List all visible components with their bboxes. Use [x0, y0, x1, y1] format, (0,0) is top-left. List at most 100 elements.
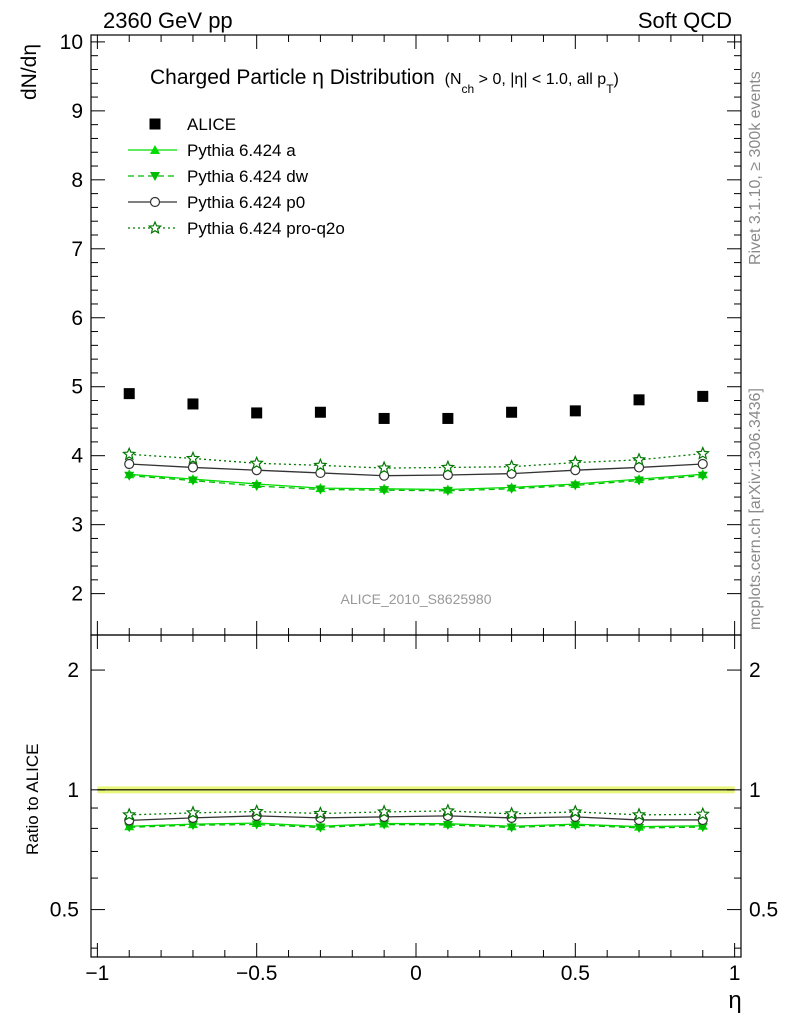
data-series — [121, 388, 711, 833]
main-y-tick-label: 8 — [71, 169, 83, 192]
main-data-point — [440, 459, 456, 474]
ratio-series-3 — [121, 803, 711, 821]
ratio-y-tick-label: 2 — [67, 659, 79, 682]
ratio-data-point — [504, 806, 519, 820]
legend-marker — [150, 145, 160, 154]
ratio-y-tick-label-right: 2 — [749, 659, 761, 682]
ratio-data-point — [697, 823, 708, 833]
legend-entry-3: Pythia 6.424 p0 — [128, 193, 305, 212]
main-data-point — [570, 481, 581, 491]
main-data-point — [442, 412, 454, 424]
main-series-3 — [124, 458, 708, 481]
legend-label: ALICE — [187, 115, 236, 134]
ratio-data-point — [376, 804, 392, 819]
main-data-point — [313, 457, 328, 472]
chart-subtitle-b: ch — [462, 82, 475, 96]
main-y-axis-label: dN/dη — [18, 44, 41, 100]
main-data-point — [249, 455, 264, 470]
ratio-y-tick-label-right: 1 — [749, 779, 761, 802]
legend-marker — [149, 196, 161, 208]
main-data-point — [124, 458, 135, 470]
axis-ticks: 2 3 4 5 6 7 8 9 10 −1 −0.5 0 0.5 1 0.5 0.5 1 1 2 2 — [50, 31, 778, 985]
main-data-point — [124, 471, 135, 481]
ratio-data-point — [315, 823, 326, 833]
ratio-uncertainty-band — [97, 786, 735, 794]
main-series-line — [129, 452, 703, 469]
ratio-y-axis-label: Ratio to ALICE — [23, 743, 42, 855]
main-data-point — [123, 388, 135, 400]
main-data-point — [315, 485, 326, 495]
ratio-data-point — [121, 807, 137, 821]
main-data-point — [631, 452, 647, 467]
ratio-data-point — [570, 821, 581, 831]
legend-entry-2: Pythia 6.424 dw — [128, 167, 309, 186]
header-left: 2360 GeV pp — [103, 8, 233, 33]
ratio-y-tick-label-right: 0.5 — [749, 899, 778, 922]
main-data-point — [442, 486, 453, 496]
ratio-data-point — [442, 820, 453, 830]
main-y-tick-label: 4 — [71, 445, 83, 468]
main-data-point — [376, 460, 392, 475]
legend: ALICE Pythia 6.424 a Pythia 6.424 dw Pythia… — [128, 115, 345, 238]
ratio-data-point — [568, 804, 583, 819]
main-data-point — [378, 412, 390, 424]
main-y-tick-label: 10 — [60, 31, 83, 54]
main-y-tick-label: 7 — [71, 238, 83, 261]
main-data-point — [506, 484, 517, 494]
main-data-point — [251, 482, 262, 492]
main-data-point — [185, 450, 201, 465]
chart-subtitle-d: T — [606, 82, 614, 96]
main-data-point — [251, 407, 263, 419]
main-data-point — [187, 462, 199, 473]
main-series-4 — [121, 446, 710, 475]
legend-entry-0: ALICE — [149, 115, 236, 134]
rivet-label: Rivet 3.1.10, ≥ 300k events — [747, 71, 764, 265]
legend-label: Pythia 6.424 dw — [187, 167, 309, 186]
main-data-point — [697, 458, 708, 470]
ratio-y-tick-label: 0.5 — [50, 899, 79, 922]
ratio-data-point — [631, 807, 647, 821]
main-data-point — [379, 486, 390, 496]
ratio-series-line — [129, 815, 703, 822]
ratio-data-point — [124, 823, 135, 833]
ratio-series-1 — [124, 820, 708, 833]
legend-label: Pythia 6.424 p0 — [187, 193, 305, 212]
chart-title: Charged Particle η Distribution (Nch > 0… — [150, 66, 619, 96]
legend-label: Pythia 6.424 a — [187, 141, 296, 160]
ratio-series-line — [129, 823, 703, 829]
main-series-line — [129, 473, 703, 491]
main-y-tick-label: 5 — [71, 376, 83, 399]
main-data-point — [633, 394, 645, 406]
chart-title-main: Charged Particle η Distribution — [150, 66, 435, 89]
ratio-data-point — [379, 820, 390, 830]
ratio-data-point — [251, 820, 262, 830]
ratio-series-line — [129, 822, 703, 828]
ratio-series-line — [129, 810, 703, 816]
main-data-point — [697, 471, 708, 481]
ratio-data-point — [249, 803, 264, 818]
main-data-point — [569, 405, 581, 417]
main-y-tick-label: 3 — [71, 514, 83, 537]
main-series-line — [129, 463, 703, 477]
ratio-data-point — [313, 805, 328, 820]
x-tick-label: −1 — [85, 962, 109, 985]
main-data-point — [314, 406, 326, 418]
main-data-point — [504, 459, 519, 473]
x-tick-label: 0 — [410, 962, 422, 985]
ratio-data-point — [634, 823, 645, 833]
main-data-point — [187, 398, 199, 410]
main-data-point — [568, 455, 583, 469]
legend-entry-4: Pythia 6.424 pro-q2o — [128, 219, 345, 238]
x-tick-label: 0.5 — [561, 962, 590, 985]
legend-label: Pythia 6.424 pro-q2o — [187, 219, 345, 238]
legend-marker — [147, 220, 163, 235]
main-y-tick-label: 2 — [71, 583, 83, 606]
ratio-data-point — [185, 805, 201, 819]
main-data-point — [506, 406, 518, 418]
main-series-0 — [123, 388, 709, 424]
main-data-point — [697, 390, 709, 402]
analysis-watermark: ALICE_2010_S8625980 — [340, 591, 491, 607]
main-data-point — [695, 446, 710, 460]
ratio-plot-frame — [90, 634, 742, 958]
